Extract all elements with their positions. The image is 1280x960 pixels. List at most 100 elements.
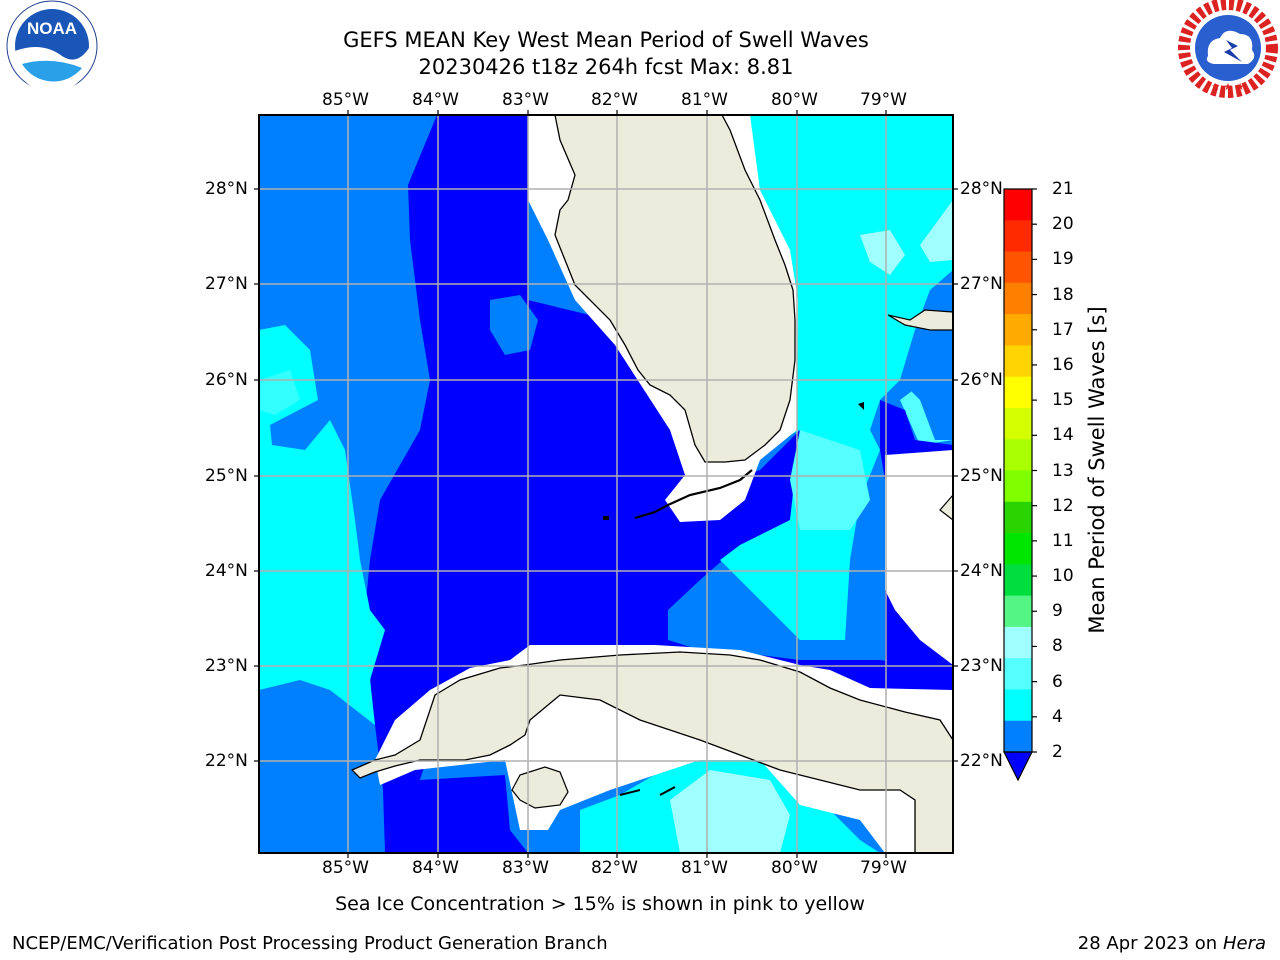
lon-label-bottom: 85°W [322,858,369,878]
colorbar-segment [1004,314,1032,346]
swell-band-8-9 [920,200,953,262]
colorbar-segment [1004,439,1032,471]
colorbar-tick-label: 16 [1052,354,1074,375]
swell-band-8-9 [670,770,790,853]
lat-label-right: 28°N [960,179,1003,199]
swell-patch-2-4 [490,295,538,355]
cays-south [619,786,676,796]
land-florida [554,115,796,463]
lat-label-left: 25°N [205,466,248,486]
land-bahamas [858,402,864,410]
nws-logo: ★ ★ ★ [1178,0,1278,98]
lon-label-top: 81°W [681,90,728,110]
map-subtitle: 20230426 t18z 264h fcst Max: 8.81 [418,55,794,79]
colorbar-tick-label: 14 [1052,425,1074,446]
colorbar-segment [1004,282,1032,315]
colorbar-segment [1004,407,1032,440]
axis-ticks [254,110,958,858]
lon-label-bottom: 80°W [771,858,818,878]
colorbar-segment [1004,720,1032,753]
swell-band-below-2 [395,775,528,853]
lat-label-left: 22°N [205,751,248,771]
colorbar-segment [1004,533,1032,565]
colorbar-segment [1004,251,1032,284]
florida-keys [603,516,609,520]
sea-ice-note: Sea Ice Concentration > 15% is shown in … [335,893,865,915]
lat-label-left: 24°N [205,561,248,581]
colorbar [1003,188,1037,782]
colorbar-tick-label: 11 [1052,530,1074,551]
colorbar-tick-label: 17 [1052,319,1074,340]
colorbar-segment [1004,189,1032,221]
swell-band-below-2 [885,560,953,690]
colorbar-tick-label: 19 [1052,249,1074,270]
colorbar-tick-label: 21 [1052,179,1074,199]
colorbar-segment [1004,376,1032,409]
colorbar-segment [1004,470,1032,503]
swell-band-8-9 [860,230,905,275]
colorbar-label: Mean Period of Swell Waves [s] [1085,306,1109,634]
lat-label-right: 24°N [960,561,1003,581]
colorbar-segment [1004,689,1032,722]
colorbar-tick-label: 4 [1052,706,1063,727]
colorbar-segment [1004,564,1032,597]
swell-patch-2-4 [900,330,953,440]
colorbar-segment [1004,345,1032,378]
colorbar-tick-label: 9 [1052,601,1063,622]
land-bahamas [887,309,953,331]
colorbar-segment [1004,626,1032,659]
land-bahamas [939,494,953,521]
swell-band-4-6 [259,325,385,725]
lon-label-bottom: 79°W [860,858,907,878]
swell-band-6-8 [790,430,870,530]
lon-label-top: 85°W [322,90,369,110]
colorbar-tick-label: 2 [1052,742,1063,762]
lat-label-right: 26°N [960,370,1003,390]
colorbar-tick-label: 12 [1052,495,1074,516]
credit-left: NCEP/EMC/Verification Post Processing Pr… [12,933,608,954]
no-data-mask [885,450,953,665]
lat-label-right: 27°N [960,274,1003,294]
lon-label-top: 82°W [591,90,638,110]
colorbar-extension [1003,751,1033,782]
map-gridlines [259,115,953,853]
colorbar-segment [1004,595,1032,628]
colorbar-tick-label: 10 [1052,566,1074,587]
map-title: GEFS MEAN Key West Mean Period of Swell … [343,28,869,52]
credit-right: 28 Apr 2023 on Hera [1078,933,1266,955]
florida-keys [634,469,753,520]
lat-label-left: 27°N [205,274,248,294]
noaa-logo: NOAA [6,0,98,93]
noaa-logo-text: NOAA [27,19,77,38]
lon-label-bottom: 83°W [502,858,549,878]
land-isle-of-youth [511,766,569,809]
lon-label-top: 79°W [860,90,907,110]
lat-label-right: 25°N [960,466,1003,486]
colorbar-tick-label: 20 [1052,214,1074,235]
colorbar-tick-label: 15 [1052,390,1074,411]
lon-label-top: 84°W [412,90,459,110]
lon-label-top: 80°W [771,90,818,110]
lat-label-left: 28°N [205,179,248,199]
credit-host: Hera [1222,933,1266,954]
map-plot [259,115,953,853]
colorbar-tick-label: 8 [1052,636,1063,657]
credit-date: 28 Apr 2023 on [1077,933,1223,954]
map-frame [258,114,954,854]
lat-label-right: 23°N [960,656,1003,676]
colorbar-segment [1004,220,1032,253]
colorbar-segment [1004,658,1032,690]
svg-text:★ ★ ★: ★ ★ ★ [1211,82,1244,93]
lat-label-left: 23°N [205,656,248,676]
lat-label-left: 26°N [205,370,248,390]
colorbar-tick-label: 6 [1052,671,1063,692]
swell-band-4-6 [259,370,300,415]
lon-label-bottom: 82°W [591,858,638,878]
lon-label-top: 83°W [502,90,549,110]
colorbar-tick-label: 18 [1052,284,1074,305]
lon-label-bottom: 81°W [681,858,728,878]
lat-label-right: 22°N [960,751,1003,771]
lon-label-bottom: 84°W [412,858,459,878]
colorbar-tick-label: 13 [1052,460,1074,481]
